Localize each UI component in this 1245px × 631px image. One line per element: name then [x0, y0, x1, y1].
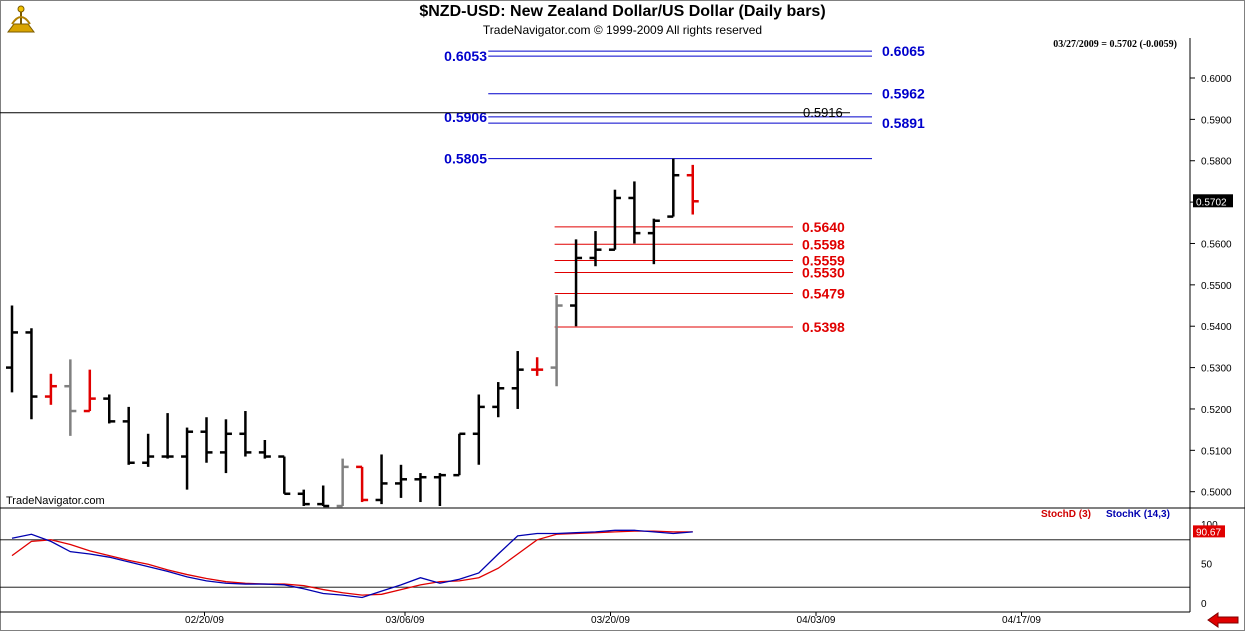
- current-price-label: 0.5702: [1196, 197, 1227, 208]
- price-tick-label: 0.5900: [1201, 115, 1232, 126]
- time-tick-label: 04/03/09: [797, 615, 836, 626]
- ohlc-bar: [317, 485, 330, 508]
- ohlc-bar: [278, 455, 291, 496]
- price-tick-label: 0.5800: [1201, 157, 1232, 168]
- stoch-tick-label: 50: [1201, 560, 1213, 571]
- fib-label-above: 0.5805: [444, 151, 487, 167]
- sextant-logo-icon[interactable]: [4, 4, 38, 38]
- stoch-value-label: 90.67: [1196, 527, 1221, 538]
- ohlc-bar: [297, 489, 310, 506]
- fib-label-above: 0.5962: [882, 86, 925, 102]
- price-tick-label: 0.5600: [1201, 239, 1232, 250]
- ohlc-bar: [44, 373, 57, 405]
- ohlc-bar: [647, 218, 660, 265]
- ohlc-bar: [356, 465, 369, 503]
- time-tick-label: 02/20/09: [185, 615, 224, 626]
- stoch-value-box: [1193, 525, 1225, 538]
- ohlc-bar: [570, 239, 583, 327]
- copyright-text: TradeNavigator.com © 1999-2009 All right…: [482, 23, 763, 37]
- price-tick-label: 0.5200: [1201, 405, 1232, 416]
- price-tick-label: 0.5000: [1201, 488, 1232, 499]
- ohlc-bar: [258, 439, 271, 459]
- current-price-box: [1193, 194, 1233, 208]
- ohlc-bar: [336, 458, 349, 508]
- ohlc-bar: [25, 328, 38, 420]
- fib-label-above: 0.6065: [882, 43, 925, 59]
- ohlc-bar: [433, 473, 446, 506]
- ohlc-bar: [608, 189, 621, 251]
- price-readout: 03/27/2009 = 0.5702 (-0.0059): [1053, 39, 1177, 50]
- stoch-tick-label: 0: [1201, 599, 1207, 610]
- price-tick-label: 0.5300: [1201, 364, 1232, 375]
- ohlc-bar: [589, 231, 602, 267]
- fib-label-below: 0.5530: [802, 264, 845, 280]
- price-tick-label: 0.5500: [1201, 281, 1232, 292]
- fib-label-below: 0.5479: [802, 286, 845, 302]
- ohlc-bar: [83, 369, 96, 413]
- ohlc-bar: [667, 158, 680, 218]
- ohlc-bar: [200, 417, 213, 463]
- ohlc-bar: [472, 394, 485, 465]
- fib-label-above: 0.5906: [444, 109, 487, 125]
- fib-label-above: 0.5891: [882, 115, 925, 131]
- ohlc-bar: [375, 454, 388, 505]
- ohlc-bar: [453, 432, 466, 477]
- fib-label-above: 0.6053: [444, 48, 487, 64]
- watermark: TradeNavigator.com: [6, 495, 105, 507]
- ohlc-bar: [64, 359, 77, 436]
- ohlc-bar: [492, 382, 505, 418]
- ohlc-bar: [6, 305, 18, 393]
- chart-title: $NZD-USD: New Zealand Dollar/US Dollar (…: [419, 3, 826, 20]
- stoch-d-legend: StochD (3): [1041, 509, 1091, 520]
- stoch-d-line: [11, 530, 693, 596]
- ohlc-bar: [686, 164, 699, 215]
- ohlc-bar: [511, 351, 524, 409]
- scroll-left-arrow-icon[interactable]: [1206, 612, 1240, 628]
- ohlc-bar: [395, 464, 407, 498]
- fib-label-below: 0.5398: [802, 319, 845, 335]
- ohlc-bar: [550, 295, 563, 387]
- time-tick-label: 04/17/09: [1002, 615, 1041, 626]
- price-tick-label: 0.6000: [1201, 74, 1232, 85]
- ohlc-bar: [219, 419, 232, 474]
- price-tick-label: 0.5400: [1201, 322, 1232, 333]
- ohlc-bar: [239, 411, 252, 457]
- resistance-label: 0.5916: [803, 105, 843, 120]
- ohlc-bar: [414, 473, 427, 503]
- stoch-k-legend: StochK (14,3): [1106, 509, 1170, 520]
- fib-label-below: 0.5640: [802, 219, 845, 235]
- ohlc-bar: [122, 406, 135, 465]
- ohlc-bar: [161, 413, 174, 459]
- stoch-k-line: [11, 529, 693, 599]
- ohlc-bar: [628, 181, 641, 244]
- time-tick-label: 03/20/09: [591, 615, 630, 626]
- price-tick-label: 0.5100: [1201, 446, 1232, 457]
- ohlc-bar: [531, 357, 544, 376]
- fib-label-below: 0.5559: [802, 252, 845, 268]
- ohlc-bar: [103, 394, 116, 424]
- ohlc-bar: [142, 433, 155, 467]
- ohlc-bar: [181, 427, 194, 490]
- time-tick-label: 03/06/09: [386, 615, 425, 626]
- fib-label-below: 0.5598: [802, 236, 845, 252]
